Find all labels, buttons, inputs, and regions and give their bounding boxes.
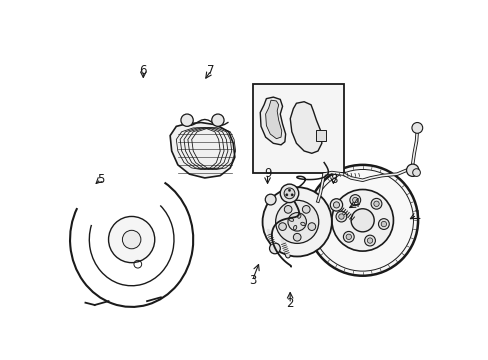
Circle shape xyxy=(350,209,373,232)
Circle shape xyxy=(122,230,141,249)
Circle shape xyxy=(366,238,372,243)
Ellipse shape xyxy=(297,214,300,218)
Text: 3: 3 xyxy=(248,274,256,287)
Circle shape xyxy=(378,219,388,229)
Circle shape xyxy=(306,165,417,276)
Text: 6: 6 xyxy=(139,64,147,77)
Circle shape xyxy=(284,206,291,213)
Text: 9: 9 xyxy=(263,167,271,180)
Text: 2: 2 xyxy=(286,297,293,310)
Circle shape xyxy=(293,233,301,241)
Circle shape xyxy=(307,223,315,230)
Text: 7: 7 xyxy=(207,64,214,77)
Circle shape xyxy=(411,122,422,133)
Circle shape xyxy=(370,198,381,209)
Circle shape xyxy=(373,201,378,207)
Circle shape xyxy=(269,243,280,254)
Polygon shape xyxy=(260,97,285,145)
Circle shape xyxy=(412,169,420,176)
Circle shape xyxy=(280,184,298,203)
Polygon shape xyxy=(265,100,281,139)
Ellipse shape xyxy=(300,222,305,226)
Circle shape xyxy=(108,216,154,263)
Circle shape xyxy=(346,234,351,239)
Circle shape xyxy=(406,164,418,176)
Text: 8: 8 xyxy=(329,172,336,185)
Circle shape xyxy=(264,194,276,205)
Circle shape xyxy=(278,223,286,230)
Bar xyxy=(253,84,344,172)
Polygon shape xyxy=(170,122,234,178)
Ellipse shape xyxy=(293,225,296,230)
Circle shape xyxy=(290,194,293,196)
Circle shape xyxy=(352,197,357,203)
Circle shape xyxy=(287,213,306,231)
Circle shape xyxy=(288,189,290,192)
Circle shape xyxy=(331,189,393,251)
Circle shape xyxy=(381,221,386,227)
Circle shape xyxy=(349,195,360,206)
Ellipse shape xyxy=(288,218,293,221)
Text: 1: 1 xyxy=(412,208,420,221)
Circle shape xyxy=(338,214,344,219)
Circle shape xyxy=(364,235,375,246)
Circle shape xyxy=(329,199,342,211)
Text: 5: 5 xyxy=(97,172,104,185)
Circle shape xyxy=(284,188,294,199)
Circle shape xyxy=(275,200,318,243)
Text: 4: 4 xyxy=(351,198,359,211)
Circle shape xyxy=(285,194,287,196)
Circle shape xyxy=(302,206,309,213)
Circle shape xyxy=(211,114,224,126)
Circle shape xyxy=(262,187,331,256)
Circle shape xyxy=(181,114,193,126)
Polygon shape xyxy=(290,102,321,153)
Circle shape xyxy=(343,231,353,242)
Bar xyxy=(316,130,325,141)
Circle shape xyxy=(335,211,346,222)
Circle shape xyxy=(333,202,339,208)
